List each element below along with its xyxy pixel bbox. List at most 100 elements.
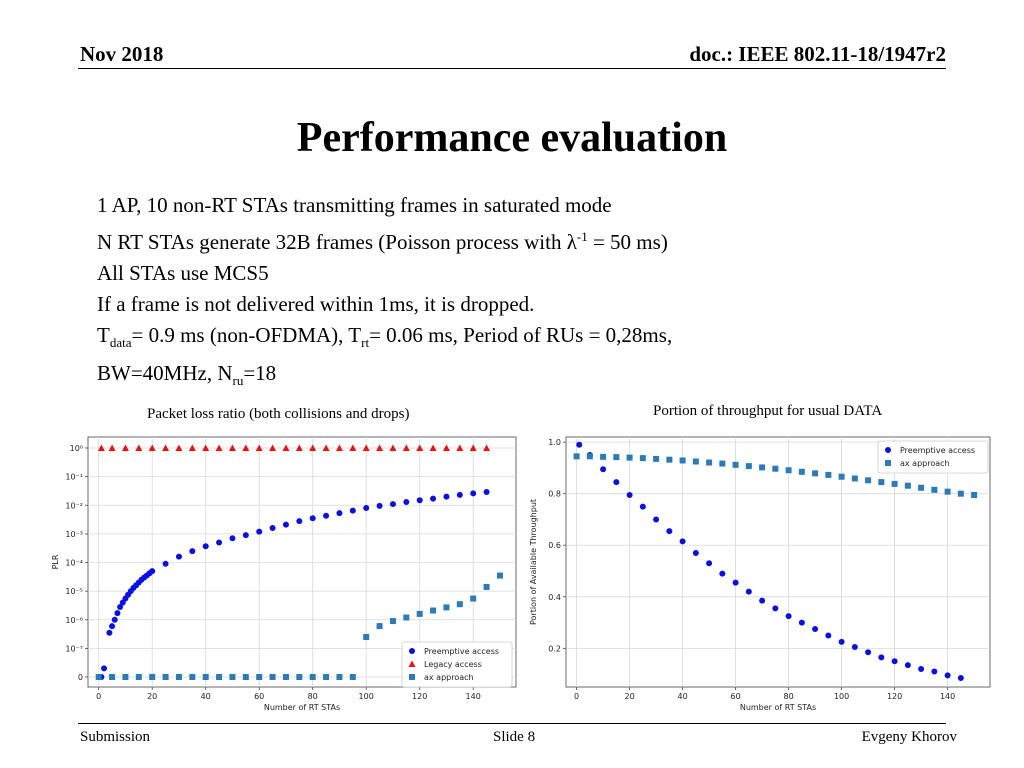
data-point-preemptive <box>865 649 872 656</box>
data-point-ax <box>613 454 620 461</box>
body-line-5: Tdata= 0.9 ms (non-OFDMA), Trt= 0.06 ms,… <box>97 323 673 351</box>
data-point-ax <box>918 484 925 491</box>
data-point-ax <box>600 453 607 460</box>
data-point-preemptive <box>613 479 620 486</box>
data-point-ax <box>296 674 303 680</box>
data-point-ax <box>944 488 951 495</box>
data-point-legacy <box>442 444 450 451</box>
data-point-legacy <box>162 444 170 451</box>
data-point-ax <box>456 601 463 608</box>
data-point-legacy <box>175 444 183 451</box>
data-point-legacy <box>402 444 410 451</box>
data-point-preemptive <box>851 644 858 651</box>
data-point-preemptive <box>109 623 116 630</box>
y-tick-label: 10⁻¹ <box>65 473 83 482</box>
data-point-ax <box>732 461 739 468</box>
data-point-legacy <box>135 444 143 451</box>
data-point-preemptive <box>309 515 316 522</box>
data-point-ax <box>878 479 885 486</box>
legend-label: ax approach <box>900 459 950 468</box>
plr-chart: 0 20 40 60 80 100 120 140 0 10⁻⁷ 10⁻⁶ 10⁻⁵ 10⁻⁴ 10⁻³ 1… <box>51 436 517 712</box>
x-tick-label: 140 <box>940 692 955 701</box>
header-divider <box>78 68 946 69</box>
x-tick-label: 60 <box>731 692 741 701</box>
data-point-preemptive <box>323 512 330 519</box>
body-line-6: BW=40MHz, Nru=18 <box>97 361 277 389</box>
data-point-legacy <box>121 444 129 451</box>
data-point-preemptive <box>430 495 437 502</box>
y-tick-label: 0.2 <box>548 644 561 653</box>
data-point-ax <box>216 674 223 680</box>
data-point-ax <box>666 456 673 463</box>
data-point-preemptive <box>692 549 699 556</box>
data-point-preemptive <box>296 518 303 525</box>
data-point-preemptive <box>891 658 898 665</box>
y-tick-label: 10⁻⁷ <box>65 644 83 653</box>
data-point-preemptive <box>349 507 356 514</box>
x-tick-label: 100 <box>834 692 849 701</box>
data-point-ax <box>812 470 819 477</box>
y-tick-label: 0 <box>78 673 83 682</box>
data-point-ax <box>202 674 209 680</box>
y-axis-label: PLR <box>51 554 60 569</box>
data-point-ax <box>175 674 182 680</box>
header-doc-id: doc.: IEEE 802.11-18/1947r2 <box>689 42 946 66</box>
data-point-legacy <box>456 444 464 451</box>
data-point-legacy <box>282 444 290 451</box>
data-point-ax <box>904 482 911 489</box>
data-point-preemptive <box>202 543 209 550</box>
data-point-preemptive <box>772 605 779 612</box>
data-point-legacy <box>228 444 236 451</box>
x-tick-label: 60 <box>254 692 264 701</box>
data-point-ax <box>483 583 490 590</box>
data-point-preemptive <box>256 528 263 535</box>
data-point-ax <box>189 674 196 680</box>
data-point-ax <box>256 674 263 680</box>
data-point-preemptive <box>416 497 423 504</box>
data-point-preemptive <box>282 521 289 528</box>
data-point-preemptive <box>101 665 108 672</box>
data-point-ax <box>639 455 646 462</box>
data-point-preemptive <box>944 672 951 679</box>
body-line-1: 1 AP, 10 non-RT STAs transmitting frames… <box>97 193 612 217</box>
data-point-preemptive <box>576 441 583 448</box>
data-point-preemptive <box>885 447 891 453</box>
throughput-chart: 0 20 40 60 80 100 120 140 0.2 0.4 0.6 0.8 1.0 Number … <box>530 436 991 712</box>
y-tick-label: 10⁻³ <box>65 530 83 539</box>
data-point-ax <box>931 486 938 493</box>
data-point-ax <box>242 674 249 680</box>
data-point-ax <box>496 572 503 579</box>
body-line-4: If a frame is not delivered within 1ms, … <box>97 292 535 316</box>
data-point-preemptive <box>336 510 343 517</box>
data-point-legacy <box>148 444 156 451</box>
x-tick-label: 100 <box>359 692 374 701</box>
x-tick-label: 0 <box>96 692 101 701</box>
data-point-preemptive <box>189 548 196 555</box>
data-point-preemptive <box>443 493 450 500</box>
legend-label: Preemptive access <box>424 647 499 656</box>
data-point-preemptive <box>162 560 169 567</box>
data-point-ax <box>282 674 289 680</box>
data-point-legacy <box>469 444 477 451</box>
data-point-legacy <box>483 444 491 451</box>
data-point-preemptive <box>957 674 964 681</box>
y-tick-label: 1.0 <box>548 438 561 447</box>
legend-label: ax approach <box>424 673 474 682</box>
data-point-ax <box>772 465 779 472</box>
data-point-preemptive <box>409 648 415 654</box>
data-point-preemptive <box>403 498 410 505</box>
data-point-ax <box>825 471 832 478</box>
x-tick-label: 80 <box>784 692 794 701</box>
data-point-ax <box>785 467 792 474</box>
y-tick-label: 0.8 <box>548 490 561 499</box>
data-point-legacy <box>322 444 330 451</box>
data-point-ax <box>626 454 633 461</box>
data-point-preemptive <box>376 502 383 509</box>
data-point-ax <box>95 674 102 680</box>
data-point-preemptive <box>759 597 766 604</box>
data-point-legacy <box>202 444 210 451</box>
data-point-ax <box>745 463 752 470</box>
data-point-ax <box>573 453 580 460</box>
data-point-legacy <box>349 444 357 451</box>
data-point-preemptive <box>229 535 236 542</box>
